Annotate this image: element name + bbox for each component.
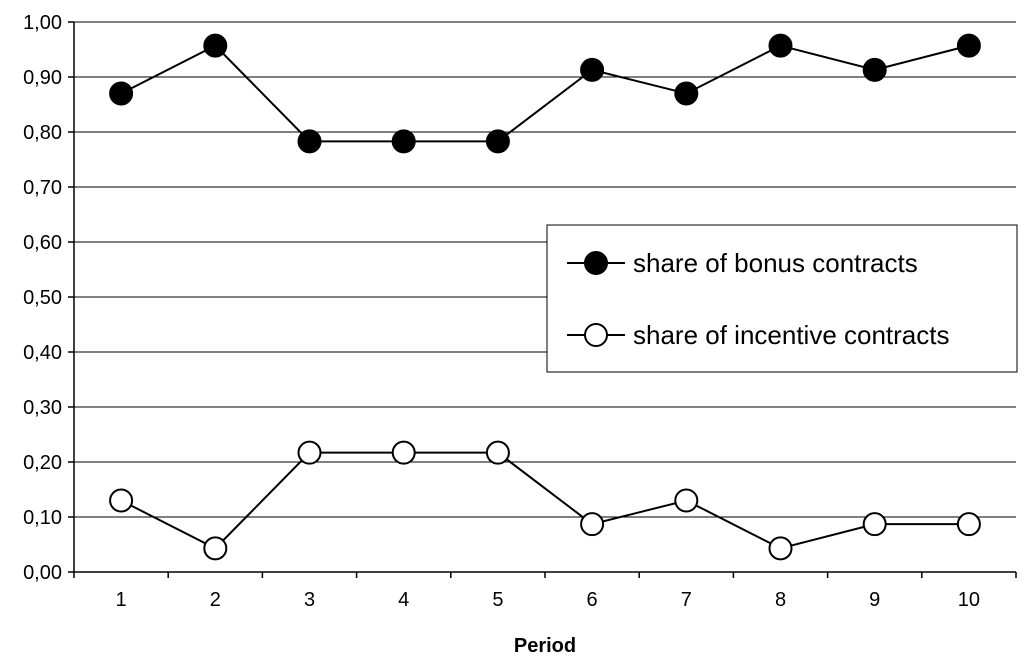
data-point <box>862 512 887 537</box>
y-tick-label: 0,40 <box>23 342 62 364</box>
legend-label: share of bonus contracts <box>633 248 918 278</box>
x-tick-label: 9 <box>869 589 880 611</box>
legend-box <box>546 224 1018 373</box>
x-tick-label: 2 <box>210 589 221 611</box>
legend-label: share of incentive contracts <box>633 320 950 350</box>
data-point <box>768 33 793 58</box>
y-axis-ticks: 0,00 0,10 0,20 0,30 0,40 0,50 0,60 0,70 0,80 0,90… <box>23 12 74 584</box>
gridlines <box>74 21 1016 518</box>
y-tick-label: 0,10 <box>23 507 62 529</box>
data-point <box>297 440 322 465</box>
series-layer <box>109 33 981 561</box>
legend: share of bonus contracts share of incenti… <box>546 224 1018 373</box>
data-point <box>674 81 699 106</box>
data-point <box>956 33 981 58</box>
data-point <box>109 488 134 513</box>
y-tick-label: 0,80 <box>23 122 62 144</box>
y-tick-label: 1,00 <box>23 12 62 34</box>
data-point <box>109 81 134 106</box>
x-tick-label: 6 <box>587 589 598 611</box>
series-line <box>120 44 970 143</box>
y-tick-label: 0,00 <box>23 562 62 584</box>
data-point <box>580 512 605 537</box>
data-point <box>391 129 416 154</box>
y-tick-label: 0,90 <box>23 67 62 89</box>
x-axis-ticks: 1 2 3 4 5 6 7 8 9 10 <box>73 572 1017 611</box>
x-tick-label: 4 <box>398 589 409 611</box>
data-point <box>768 536 793 561</box>
y-tick-label: 0,70 <box>23 177 62 199</box>
x-tick-label: 3 <box>304 589 315 611</box>
x-tick-label: 5 <box>492 589 503 611</box>
x-tick-label: 1 <box>116 589 127 611</box>
x-tick-label: 8 <box>775 589 786 611</box>
series-1 <box>109 33 981 154</box>
legend-item: share of bonus contracts <box>567 248 918 278</box>
data-point <box>862 57 887 82</box>
series-2 <box>109 440 981 561</box>
legend-items: share of bonus contracts share of incenti… <box>567 248 950 350</box>
y-tick-label: 0,20 <box>23 452 62 474</box>
y-tick-label: 0,60 <box>23 232 62 254</box>
data-point <box>203 33 228 58</box>
data-point <box>485 129 510 154</box>
legend-marker <box>584 323 608 347</box>
data-point <box>580 57 605 82</box>
data-point <box>203 536 228 561</box>
x-tick-label: 10 <box>958 589 980 611</box>
data-point <box>391 440 416 465</box>
data-point <box>297 129 322 154</box>
data-point <box>956 512 981 537</box>
legend-marker <box>584 251 608 275</box>
y-tick-label: 0,50 <box>23 287 62 309</box>
data-point <box>674 488 699 513</box>
series-line <box>120 451 969 550</box>
legend-item: share of incentive contracts <box>567 320 950 350</box>
y-tick-label: 0,30 <box>23 397 62 419</box>
x-tick-label: 7 <box>681 589 692 611</box>
x-axis-title: Period <box>514 635 576 656</box>
data-point <box>485 440 510 465</box>
